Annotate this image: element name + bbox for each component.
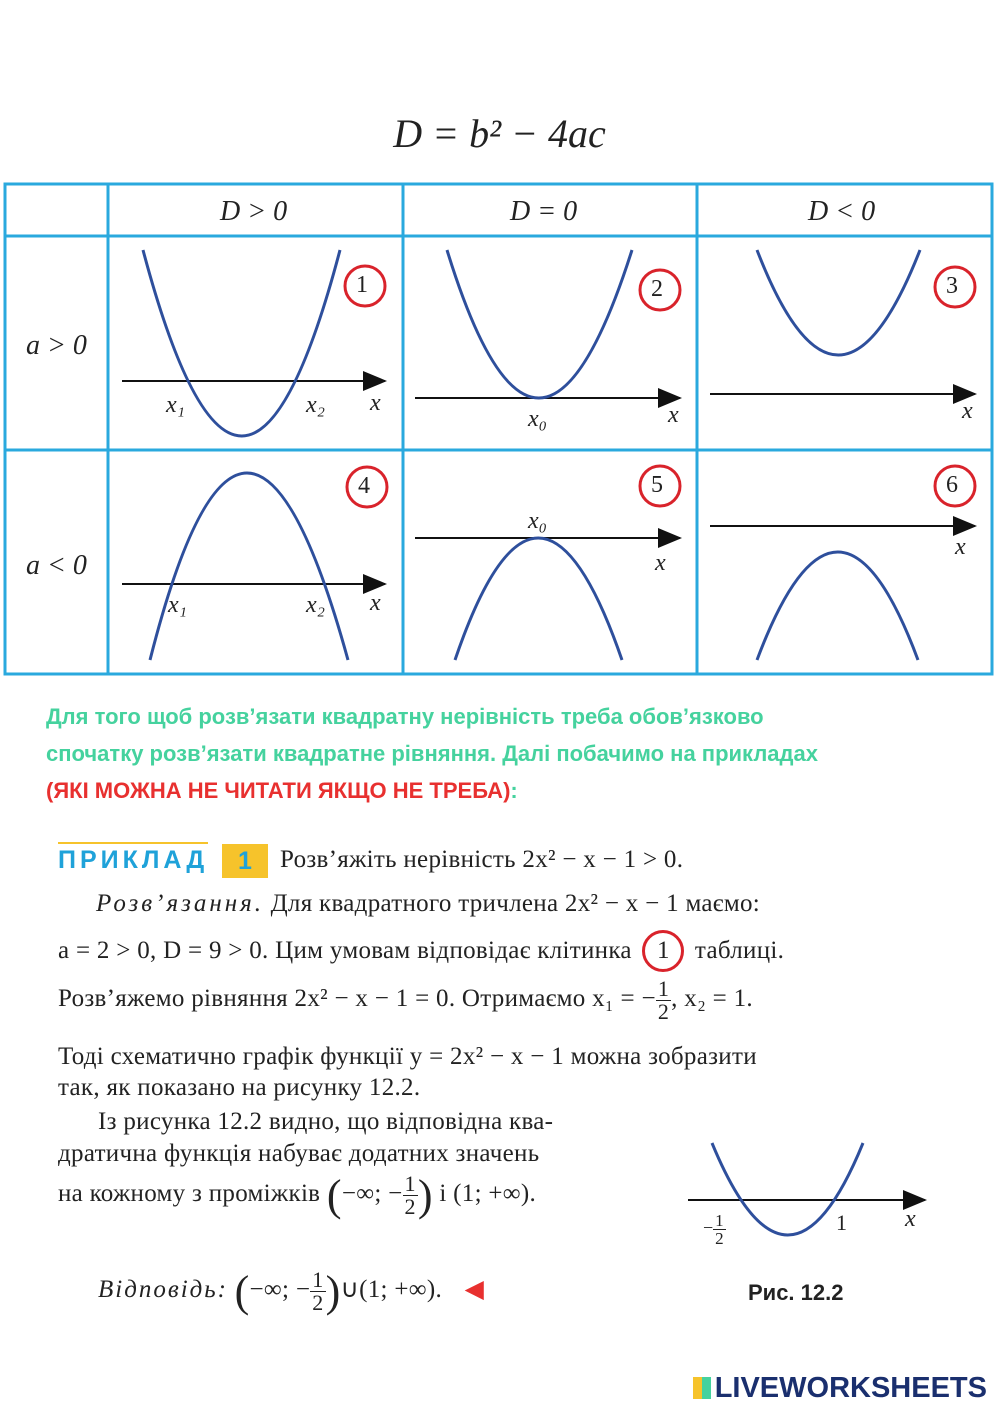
cell-number: 3 (946, 273, 958, 299)
solution-line-6: Із рисунка 12.2 видно, що відповідна ква… (98, 1108, 554, 1135)
figure-root-neg-half: −1 2 (703, 1211, 726, 1248)
cell-number-circle (345, 465, 389, 509)
root-label: x₂ (306, 392, 325, 418)
cell-number-circle (933, 265, 977, 309)
header-d-negative: D < 0 (808, 196, 876, 227)
numerator: 1 (713, 1211, 726, 1230)
axis-label: x (955, 534, 966, 560)
discriminant-formula: D = b² − 4ac (393, 111, 606, 156)
axis-label: x (962, 398, 973, 424)
solution-line-2: a = 2 > 0, D = 9 > 0. Цим умовам відпові… (58, 930, 936, 972)
solution-text: на кожному з проміжків (58, 1180, 321, 1208)
solution-label: Розв’язання. (96, 890, 265, 917)
solution-line-8: на кожному з проміжків (−∞; −1 2) і (1; +… (58, 1171, 537, 1220)
cell-number: 2 (651, 276, 663, 302)
root-label: x₀ (528, 406, 547, 432)
cell-reference-circle: 1 (642, 930, 685, 972)
root-label: x₁ (168, 592, 187, 618)
note-line-2: спочатку розв’язати квадратне рівняння. … (46, 741, 818, 766)
parabola-3 (755, 249, 922, 357)
solution-text: a = 2 > 0, D = 9 > 0. Цим умовам відпові… (58, 937, 632, 964)
root-label: x₀ (528, 508, 547, 534)
parabola-1 (141, 249, 342, 438)
figure-axis-label: x (905, 1206, 916, 1232)
logo-icon (692, 1377, 711, 1399)
answer-label: Відповідь: (98, 1276, 229, 1304)
cell-number-circle (343, 264, 387, 308)
root-label: x₂ (306, 592, 325, 618)
numerator: 1 (310, 1267, 326, 1292)
liveworksheets-logo: LIVEWORKSHEETS (692, 1372, 987, 1405)
solution-line-5: так, як показано на рисунку 12.2. (58, 1074, 421, 1101)
cell-number: 6 (946, 472, 958, 498)
denominator: 2 (312, 1290, 324, 1315)
parabola-2 (445, 249, 634, 400)
figure-12-2 (688, 1142, 927, 1237)
solution-text: Для квадратного тричлена 2x² − x − 1 має… (264, 890, 760, 917)
solution-text: , x₂ = 1. (671, 985, 753, 1013)
discriminant-table (3, 182, 994, 676)
cell-number: 5 (651, 472, 663, 498)
parabola-4 (148, 471, 350, 661)
numerator: 1 (655, 976, 672, 1001)
parabola-5 (453, 536, 624, 661)
figure-caption: Рис. 12.2 (748, 1280, 844, 1305)
answer-line: Відповідь: (−∞; −1 2)∪(1; +∞). ◀ (98, 1267, 485, 1316)
interval: −∞; − (341, 1180, 403, 1208)
solution-line-4: Тоді схематично графік функції y = 2x² −… (58, 1043, 757, 1070)
example-task: Розв’яжіть нерівність 2x² − x − 1 > 0. (280, 846, 684, 873)
axis-label: x (655, 550, 666, 576)
example-label: ПРИКЛАД (58, 842, 209, 875)
axis-label: x (370, 390, 381, 416)
denominator: 2 (404, 1194, 416, 1219)
solution-text: Розв’яжемо рівняння 2x² − x − 1 = 0. Отр… (58, 985, 656, 1013)
cell-number-circle (638, 464, 682, 508)
note-line-1: Для того щоб розв’язати квадратну нерівн… (46, 704, 764, 729)
answer-interval: −∞; − (249, 1276, 311, 1304)
table-grid (3, 182, 994, 676)
cell-number-circle (638, 268, 682, 312)
solution-line-7: дратична функція набуває додатних значен… (58, 1140, 540, 1167)
axis-label: x (668, 402, 679, 428)
parabola-6 (755, 550, 920, 661)
axis-label: x (370, 590, 381, 616)
cell-number: 1 (356, 272, 368, 298)
figure-parabola (710, 1142, 865, 1237)
solution-text: таблиці. (694, 937, 785, 964)
answer-union: ∪(1; +∞). (340, 1276, 443, 1304)
header-d-positive: D > 0 (220, 196, 288, 227)
figure-root-one: 1 (836, 1210, 847, 1235)
denominator: 2 (657, 999, 670, 1024)
root-label: x₁ (166, 392, 185, 418)
answer-marker-icon: ◀ (464, 1276, 485, 1304)
note-colon: : (510, 778, 518, 803)
numerator: 1 (402, 1171, 418, 1196)
note-warning: (ЯКІ МОЖНА НЕ ЧИТАТИ ЯКЩО НЕ ТРЕБА) (46, 778, 511, 803)
solution-text: і (1; +∞). (439, 1180, 537, 1208)
cell-number-circle (933, 464, 977, 508)
example-number-badge: 1 (222, 844, 268, 878)
logo-text: LIVEWORKSHEETS (714, 1372, 987, 1404)
solution-line-3: Розв’яжемо рівняння 2x² − x − 1 = 0. Отр… (58, 978, 936, 1023)
row-a-negative: a < 0 (26, 550, 87, 581)
cell-number: 4 (358, 473, 370, 499)
note-warning-line: (ЯКІ МОЖНА НЕ ЧИТАТИ ЯКЩО НЕ ТРЕБА): (46, 778, 518, 804)
row-a-positive: a > 0 (26, 330, 87, 361)
solution-line-1: Розв’язання. Для квадратного тричлена 2x… (58, 890, 936, 918)
header-d-zero: D = 0 (510, 196, 578, 227)
denominator: 2 (715, 1229, 724, 1248)
